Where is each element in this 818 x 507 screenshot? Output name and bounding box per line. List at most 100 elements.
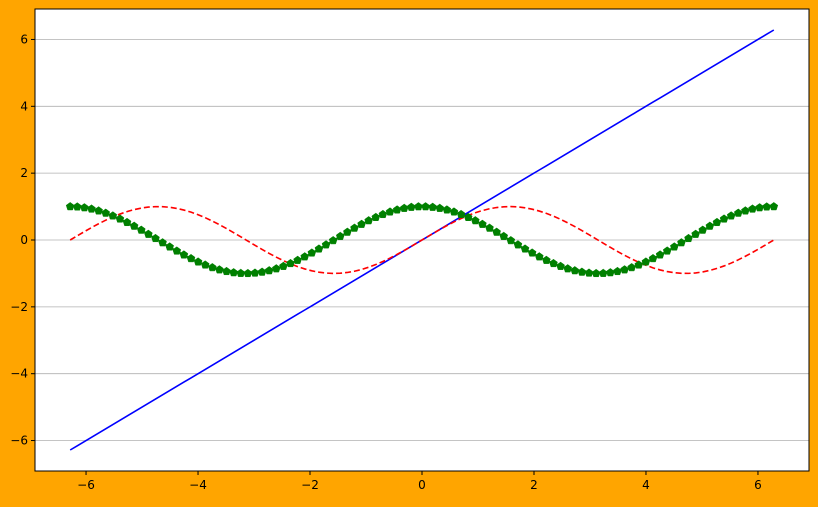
data-point-marker (87, 204, 96, 213)
x-tick-label: 4 (642, 478, 650, 492)
data-point-marker (449, 207, 459, 216)
series-line-sin (69, 205, 775, 275)
y-tick-label: 0 (20, 233, 28, 247)
data-point-marker (186, 254, 196, 263)
data-point-marker (570, 266, 580, 275)
data-point-marker (698, 225, 708, 234)
data-point-marker (129, 221, 139, 230)
y-tick-label: −2 (10, 300, 28, 314)
x-tick-label: −4 (189, 478, 207, 492)
data-point-marker (357, 219, 366, 228)
data-point-marker (335, 231, 345, 240)
data-point-marker (94, 206, 103, 215)
y-tick-label: 6 (20, 32, 28, 46)
data-point-marker (229, 268, 238, 277)
data-point-marker (506, 236, 516, 245)
data-point-marker (144, 229, 153, 238)
x-axis: −6 −4 −2 0 2 4 6 (77, 471, 762, 492)
data-point-marker (769, 202, 779, 211)
x-tick-label: −6 (77, 478, 95, 492)
data-point-marker (677, 238, 686, 247)
data-point-marker (485, 223, 494, 232)
data-point-marker (371, 212, 381, 221)
data-point-marker (293, 255, 302, 264)
data-point-marker (236, 268, 246, 277)
x-tick-label: 6 (754, 478, 762, 492)
data-point-marker (101, 208, 111, 217)
data-point-marker (471, 216, 480, 225)
data-point-marker (733, 208, 743, 217)
data-point-marker (520, 244, 530, 253)
data-point-marker (300, 252, 310, 261)
data-point-marker (435, 203, 445, 212)
data-point-marker (279, 261, 288, 270)
data-point-marker (620, 265, 629, 274)
data-point-marker (478, 219, 487, 228)
data-point-marker (343, 227, 352, 236)
data-point-marker (655, 250, 665, 259)
data-point-marker (712, 217, 722, 227)
data-point-marker (165, 242, 174, 251)
data-point-marker (151, 233, 160, 243)
data-point-marker (158, 238, 167, 247)
y-axis: −6 −4 −2 0 2 4 6 (10, 32, 35, 448)
data-point-marker (556, 261, 565, 270)
data-point-marker (726, 211, 736, 220)
data-point-marker (421, 202, 430, 211)
data-point-marker (463, 212, 473, 221)
data-point-marker (577, 267, 587, 276)
data-point-marker (499, 231, 509, 240)
data-point-marker (456, 209, 466, 219)
data-point-marker (208, 263, 217, 272)
data-point-marker (321, 240, 331, 249)
series-layer (65, 29, 779, 451)
data-point-marker (193, 257, 203, 266)
data-point-marker (108, 211, 118, 220)
data-point-marker (634, 260, 644, 269)
data-point-marker (179, 250, 189, 259)
data-point-marker (627, 263, 636, 272)
y-tick-label: 4 (20, 99, 28, 113)
data-point-marker (719, 214, 729, 223)
data-point-marker (122, 217, 132, 227)
data-point-marker (542, 255, 551, 264)
data-point-marker (641, 257, 651, 266)
data-point-marker (350, 223, 359, 232)
series-markers-cos (65, 202, 779, 278)
data-point-marker (364, 216, 373, 225)
data-point-marker (428, 202, 437, 211)
data-point-marker (534, 252, 544, 261)
data-point-marker (378, 209, 388, 219)
data-point-marker (414, 202, 423, 211)
data-point-marker (172, 246, 182, 255)
data-point-marker (513, 240, 523, 249)
x-tick-label: −2 (301, 478, 319, 492)
data-point-marker (705, 221, 715, 230)
data-point-marker (314, 244, 324, 253)
data-point-marker (691, 229, 700, 238)
data-point-marker (492, 227, 501, 236)
data-point-marker (584, 268, 594, 277)
x-tick-label: 0 (418, 478, 426, 492)
data-point-marker (442, 205, 452, 214)
x-tick-label: 2 (530, 478, 538, 492)
data-point-marker (136, 225, 146, 234)
data-point-marker (272, 264, 281, 273)
data-point-marker (563, 264, 572, 273)
data-point-marker (328, 236, 338, 245)
data-point-marker (670, 242, 679, 251)
data-point-marker (215, 265, 224, 274)
data-point-marker (115, 214, 125, 223)
data-point-marker (648, 254, 658, 263)
data-point-marker (65, 202, 75, 211)
data-point-marker (72, 202, 82, 211)
data-point-marker (527, 248, 537, 257)
data-point-marker (662, 246, 672, 255)
data-point-marker (549, 258, 558, 268)
data-point-marker (286, 258, 295, 268)
data-point-marker (80, 203, 89, 212)
y-tick-label: −6 (10, 434, 28, 448)
data-point-marker (684, 233, 693, 243)
